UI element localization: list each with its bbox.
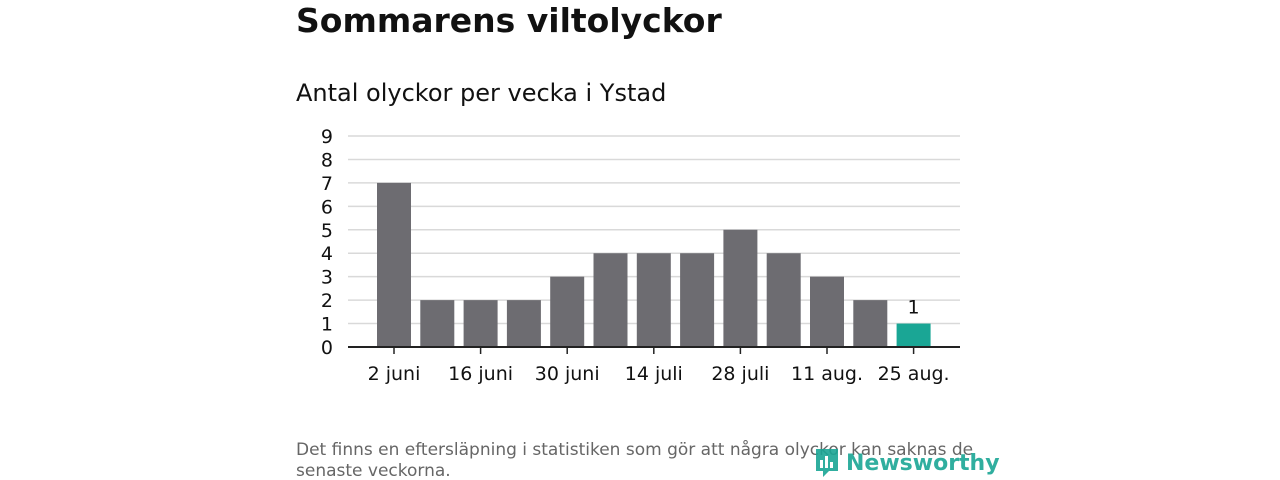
y-tick-label: 3 xyxy=(321,267,333,289)
y-tick-label: 1 xyxy=(321,314,333,336)
bar xyxy=(767,253,801,347)
bar xyxy=(507,300,541,347)
x-tick-label: 16 juni xyxy=(448,363,513,385)
bar xyxy=(594,253,628,347)
y-tick-label: 9 xyxy=(321,126,333,148)
bar xyxy=(420,300,454,347)
bar xyxy=(723,230,757,347)
bar xyxy=(680,253,714,347)
newsworthy-logo-text: Newsworthy xyxy=(846,451,1000,476)
bar xyxy=(810,277,844,347)
y-tick-label: 4 xyxy=(321,243,333,265)
x-tick-label: 28 juli xyxy=(711,363,769,385)
bar xyxy=(853,300,887,347)
bar xyxy=(897,324,931,347)
data-label: 1 xyxy=(908,297,920,319)
y-tick-label: 8 xyxy=(321,149,333,171)
y-tick-label: 5 xyxy=(321,220,333,242)
bar xyxy=(550,277,584,347)
bar xyxy=(637,253,671,347)
x-tick-label: 11 aug. xyxy=(791,363,863,385)
y-tick-label: 6 xyxy=(321,196,333,218)
bar xyxy=(377,183,411,347)
newsworthy-logo-icon xyxy=(814,447,840,479)
y-tick-label: 0 xyxy=(321,337,333,359)
x-tick-label: 25 aug. xyxy=(878,363,950,385)
x-tick-label: 30 juni xyxy=(535,363,600,385)
x-tick-label: 14 juli xyxy=(625,363,683,385)
y-tick-label: 7 xyxy=(321,173,333,195)
x-tick-label: 2 juni xyxy=(368,363,421,385)
newsworthy-logo: Newsworthy xyxy=(814,446,1000,480)
y-tick-label: 2 xyxy=(321,290,333,312)
bar xyxy=(464,300,498,347)
